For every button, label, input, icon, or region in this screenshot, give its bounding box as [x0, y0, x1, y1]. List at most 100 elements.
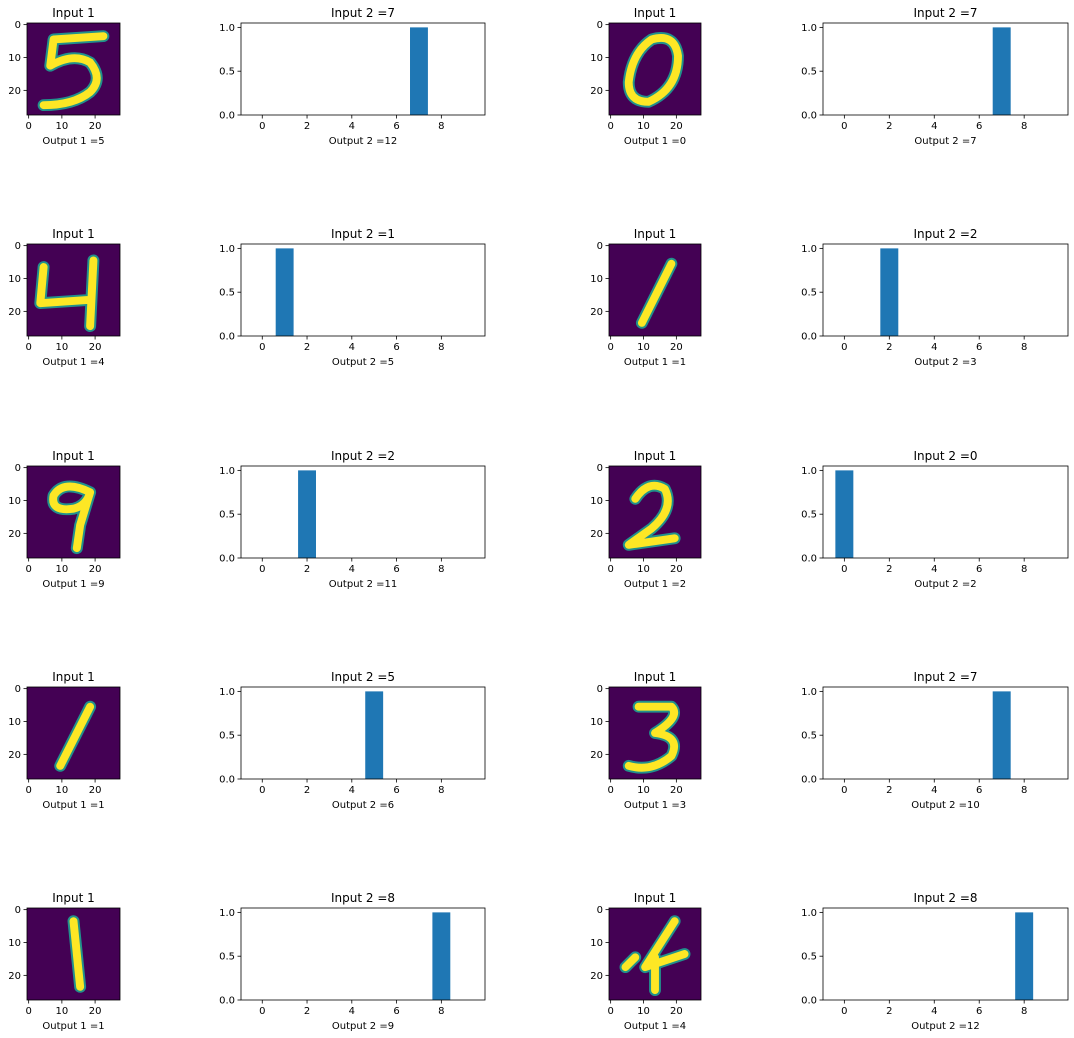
subplot-xlabel: Output 2 =11	[329, 579, 398, 590]
x-tick-label: 0	[25, 342, 31, 353]
y-tick-label: 1.0	[219, 687, 235, 698]
x-tick-label: 0	[25, 1006, 31, 1017]
x-tick-label: 8	[438, 342, 444, 353]
x-tick-label: 4	[931, 342, 937, 353]
subplot-title: Input 2 =5	[331, 670, 395, 684]
axes-frame	[240, 22, 486, 116]
y-tick-label: 0.5	[801, 731, 817, 742]
y-tick-label: 10	[8, 938, 21, 949]
y-tick-label: 20	[590, 307, 603, 318]
y-tick-label: 1.0	[219, 244, 235, 255]
subplot-title: Input 1	[52, 891, 95, 905]
subplot-title: Input 1	[634, 227, 677, 241]
x-tick-label: 8	[438, 121, 444, 132]
digit-stroke	[56, 702, 95, 770]
x-tick-label: 2	[304, 785, 310, 796]
x-tick-label: 4	[349, 1006, 355, 1017]
x-tick-label: 4	[349, 564, 355, 575]
subplot-r1-c1: Input 1 0 10 20 0 10 20 Output 1 =5	[8, 6, 121, 147]
subplot-xlabel: Output 2 =3	[914, 357, 976, 368]
x-tick-label: 8	[1021, 785, 1027, 796]
x-tick-label: 0	[607, 785, 613, 796]
x-tick-label: 20	[89, 342, 102, 353]
subplot-title: Input 1	[634, 449, 677, 463]
x-tick-label: 2	[304, 121, 310, 132]
subplot-xlabel: Output 2 =10	[911, 800, 980, 811]
y-tick-label: 0.0	[219, 996, 235, 1007]
y-tick-label: 0.0	[219, 111, 235, 122]
y-tick-label: 0.5	[219, 510, 235, 521]
axes-background	[823, 687, 1068, 779]
x-tick-label: 10	[637, 342, 650, 353]
y-tick-label: 0.5	[801, 67, 817, 78]
x-tick-label: 10	[637, 121, 650, 132]
x-tick-label: 10	[56, 564, 69, 575]
x-tick-label: 2	[304, 564, 310, 575]
x-tick-label: 8	[1021, 342, 1027, 353]
axes-frame	[822, 465, 1069, 559]
x-tick-label: 0	[259, 1006, 265, 1017]
y-tick-label: 20	[8, 86, 21, 97]
y-tick-label: 20	[8, 750, 21, 761]
x-tick-label: 0	[25, 785, 31, 796]
subplot-title: Input 2 =2	[913, 227, 977, 241]
y-tick-label: 10	[590, 717, 603, 728]
subplot-title: Input 2 =7	[913, 6, 977, 20]
digit-stroke	[36, 256, 98, 331]
x-tick-label: 2	[304, 1006, 310, 1017]
axes-frame	[26, 243, 121, 337]
subplot-r3-c3: Input 1 0 10 20 0 10 20 Output 1 =2	[590, 449, 702, 590]
y-tick-label: 0	[15, 463, 21, 474]
subplot-r1-c3: Input 1 0 10 20 0 10 20 Output 1 =0	[590, 6, 702, 147]
subplot-title: Input 2 =0	[913, 449, 977, 463]
x-tick-label: 8	[438, 785, 444, 796]
y-tick-label: 10	[590, 53, 603, 64]
axes-frame	[240, 243, 486, 337]
subplot-r2-c1: Input 1 0 10 20 0 10 20 Output 1 =4	[8, 227, 121, 368]
bar-2	[298, 470, 316, 558]
x-tick-label: 10	[56, 121, 69, 132]
x-tick-label: 20	[670, 1006, 683, 1017]
subplot-title: Input 1	[52, 449, 95, 463]
subplot-r4-c3: Input 1 0 10 20 0 10 20 Output 1 =3	[590, 670, 702, 811]
subplot-xlabel: Output 2 =6	[332, 800, 394, 811]
subplot-title: Input 2 =7	[331, 6, 395, 20]
subplot-r3-c1: Input 1 0 10 20 0 10 20 Output 1 =9	[8, 449, 121, 590]
subplot-r2-c2: Input 2 =1 0 2 4 6 8 0.0 0.5 1.0 Output 2 =5	[219, 227, 486, 368]
subplot-xlabel: Output 2 =9	[332, 1021, 394, 1032]
bar-7	[992, 27, 1011, 116]
axes-frame	[608, 686, 702, 780]
subplot-xlabel: Output 1 =9	[42, 579, 104, 590]
y-tick-label: 20	[8, 529, 21, 540]
axes-frame	[822, 243, 1069, 337]
y-tick-label: 1.0	[801, 23, 817, 34]
x-tick-label: 0	[607, 342, 613, 353]
bar-7	[992, 691, 1011, 779]
y-tick-label: 0	[15, 20, 21, 31]
digit-stroke	[49, 482, 95, 553]
x-tick-label: 4	[931, 1006, 937, 1017]
digit-image	[47, 480, 97, 555]
y-tick-label: 0.0	[801, 775, 817, 786]
y-tick-label: 0.5	[801, 288, 817, 299]
x-tick-label: 0	[259, 564, 265, 575]
digit-stroke	[621, 917, 689, 995]
axes-frame	[608, 22, 702, 116]
y-tick-label: 0.5	[801, 952, 817, 963]
y-tick-label: 10	[8, 496, 21, 507]
x-tick-label: 6	[393, 785, 399, 796]
axes-frame	[608, 465, 702, 559]
bar-5	[365, 691, 384, 779]
digit-stroke	[69, 917, 85, 991]
y-tick-label: 10	[8, 717, 21, 728]
y-tick-label: 1.0	[801, 244, 817, 255]
x-tick-label: 20	[670, 564, 683, 575]
x-tick-label: 20	[670, 121, 683, 132]
subplot-title: Input 2 =8	[913, 891, 977, 905]
subplot-xlabel: Output 2 =5	[332, 357, 394, 368]
x-tick-label: 20	[89, 1006, 102, 1017]
digit-image	[619, 915, 691, 997]
y-tick-label: 0.0	[219, 332, 235, 343]
subplot-r3-c2: Input 2 =2 0 2 4 6 8 0.0 0.5 1.0 Output 2 =11	[219, 449, 486, 590]
